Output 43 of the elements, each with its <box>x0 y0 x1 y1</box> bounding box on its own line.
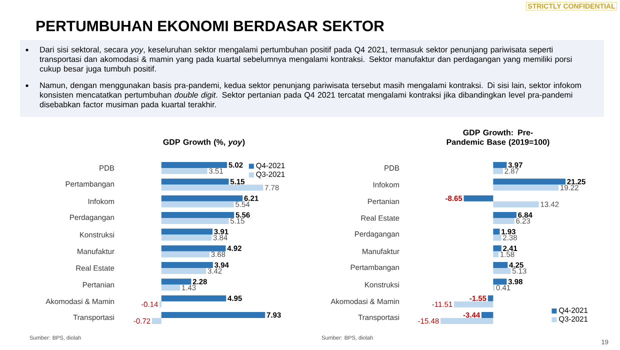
bar <box>161 245 226 252</box>
bar <box>493 201 539 208</box>
bar <box>493 262 508 268</box>
bar <box>493 184 559 191</box>
bar <box>493 251 499 258</box>
bar <box>161 162 228 168</box>
chart-title: GDP Growth: Pre-Pandemic Base (2019=100) <box>446 129 550 146</box>
bar <box>161 212 234 218</box>
bar <box>464 195 494 202</box>
bar <box>161 268 206 274</box>
bar <box>454 301 494 308</box>
bar <box>493 178 566 185</box>
bar <box>161 234 212 241</box>
bar <box>161 178 229 185</box>
bar <box>161 168 208 174</box>
bar <box>493 278 507 285</box>
bar <box>161 228 213 235</box>
bar <box>493 234 502 241</box>
bar <box>493 228 500 235</box>
bar <box>161 218 229 224</box>
bar <box>161 195 243 202</box>
bar <box>161 312 266 318</box>
text: Dari sisi sektoral, secara yoy, keseluruhan sektor mengalami pertumbuhan positif pada Q4 2021, termasuk sektor penunjang pariwisata seperti transportasi dan akomodasi & mamin yang pada kuartal sebelumnya mengalami kontraksi. Sektor manufaktur dan perdagangan yang memiliki porsi cukup besar juga tumbuh positif. <box>40 46 572 74</box>
bar <box>481 312 494 318</box>
bar <box>161 251 210 258</box>
text: Namun, dengan menggunakan basis pra-pandemi, kedua sektor penunjang pariwisata tersebut masih mengalami kontraksi. Di sisi lain, sektor infokom konsisten mencatatkan pertumbuhan double digit. Sektor pertanian pada Q4 2021 tercatat mengalami kontraksi jika dibandingkan level pra-pandemi disebabkan factor musiman pada kuartal terakhir. <box>40 82 581 109</box>
bar <box>493 245 502 252</box>
bar <box>161 184 264 191</box>
bar <box>161 295 226 302</box>
bar <box>493 218 514 224</box>
bar <box>493 162 507 168</box>
bar <box>488 295 494 302</box>
bar <box>493 212 516 218</box>
text: PERTUMBUHAN EKONOMI BERDASAR SEKTOR <box>36 20 384 32</box>
bar <box>161 284 180 291</box>
bar <box>493 168 503 174</box>
bar <box>161 262 213 268</box>
chart-title: GDP Growth (%, yoy) <box>163 138 245 146</box>
bar <box>152 318 162 324</box>
bar <box>161 201 234 208</box>
bar <box>161 278 192 285</box>
bar <box>440 318 494 324</box>
bar <box>493 268 511 274</box>
